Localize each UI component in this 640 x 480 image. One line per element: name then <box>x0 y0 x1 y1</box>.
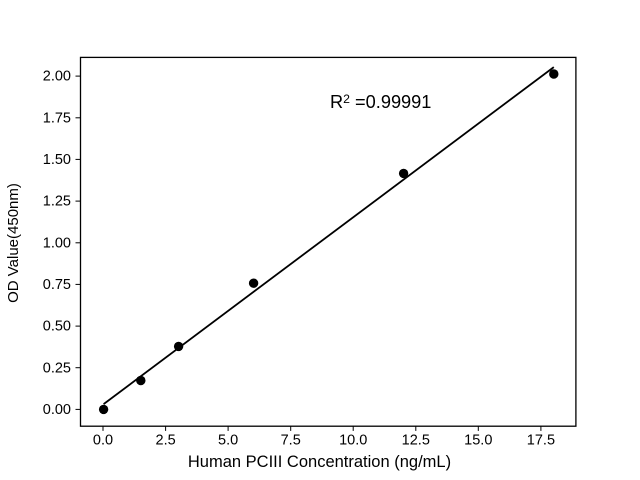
svg-text:0.25: 0.25 <box>43 360 71 376</box>
svg-text:17.5: 17.5 <box>527 433 555 449</box>
svg-text:5.0: 5.0 <box>218 433 238 449</box>
svg-text:0.0: 0.0 <box>93 433 113 449</box>
svg-text:Human PCIII Concentration (ng/: Human PCIII Concentration (ng/mL) <box>188 453 451 471</box>
svg-text:1.25: 1.25 <box>43 194 71 210</box>
svg-text:10.0: 10.0 <box>339 433 367 449</box>
svg-text:12.5: 12.5 <box>402 433 430 449</box>
svg-text:R2 =0.99991: R2 =0.99991 <box>330 92 431 112</box>
svg-text:15.0: 15.0 <box>464 433 492 449</box>
svg-text:OD Value(450nm): OD Value(450nm) <box>5 183 22 303</box>
svg-text:1.75: 1.75 <box>43 110 71 126</box>
svg-text:2.00: 2.00 <box>43 69 71 85</box>
svg-text:1.50: 1.50 <box>43 152 71 168</box>
svg-text:0.00: 0.00 <box>43 402 71 418</box>
svg-text:1.00: 1.00 <box>43 235 71 251</box>
svg-text:2.5: 2.5 <box>156 433 176 449</box>
svg-text:0.50: 0.50 <box>43 319 71 335</box>
svg-text:7.5: 7.5 <box>281 433 301 449</box>
svg-text:0.75: 0.75 <box>43 277 71 293</box>
